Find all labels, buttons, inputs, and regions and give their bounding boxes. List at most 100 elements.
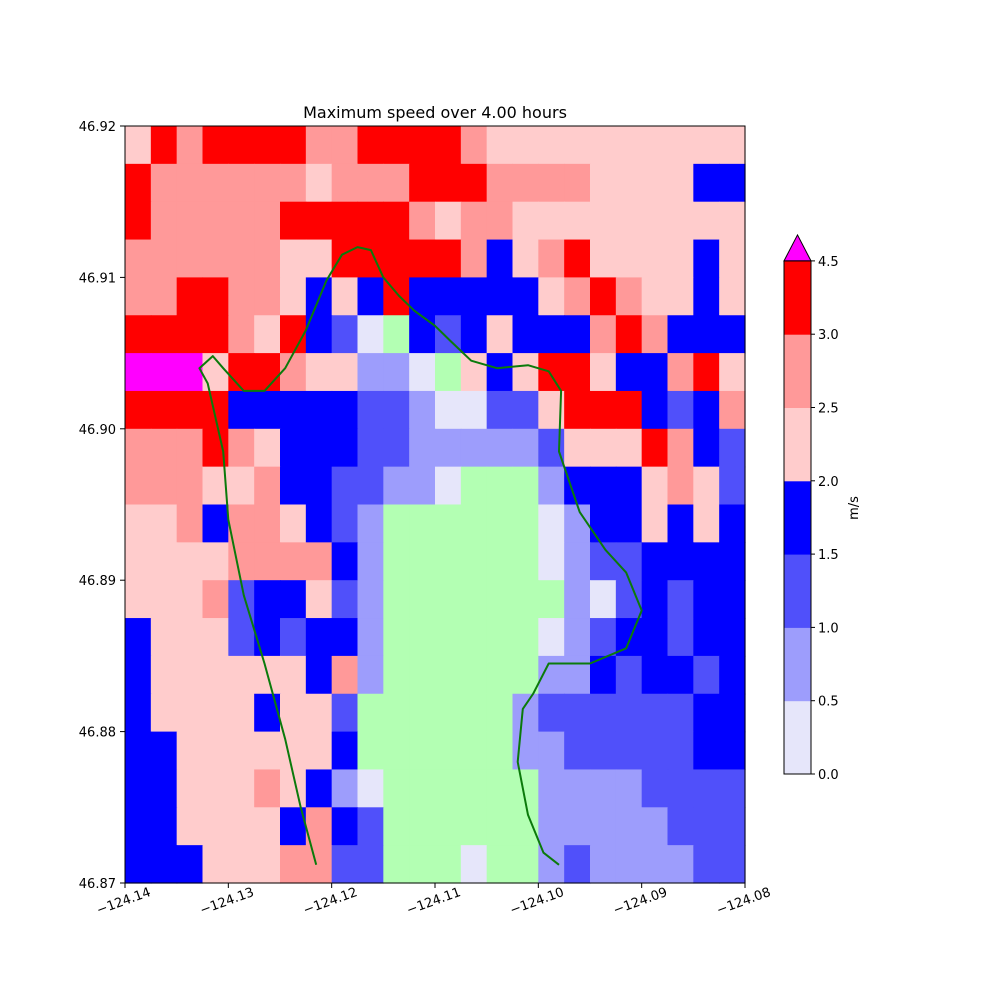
heatmap-cell [435,580,462,619]
heatmap-cell [538,542,565,581]
heatmap-cell [590,277,617,316]
heatmap-cell [228,390,255,430]
y-tick-label: 46.87 [79,877,116,892]
heatmap-cell [615,580,643,619]
heatmap-cell [254,504,281,543]
heatmap-cell [305,466,333,506]
heatmap-cell [641,693,669,733]
heatmap-cell [409,693,436,733]
heatmap-cell [357,769,384,808]
heatmap-cell [228,277,255,316]
heatmap-cell [435,466,462,506]
heatmap-cell [486,466,514,506]
heatmap-cell [280,466,307,506]
heatmap-cell [460,504,488,543]
heatmap-cell [280,618,307,657]
heatmap-cell [719,239,746,278]
heatmap-cell [176,163,204,203]
heatmap-cell [202,618,229,657]
heatmap-cell [460,655,488,695]
heatmap-cell [486,580,514,619]
heatmap-cell [305,239,333,278]
heatmap-cell [538,618,565,657]
heatmap-cell [615,126,643,165]
heatmap-cell [357,618,384,657]
heatmap-cell [512,580,539,619]
colorbar-tick-label: 2.0 [818,475,839,490]
heatmap-cell [590,580,617,619]
heatmap-cell [150,731,178,771]
heatmap-cell [719,428,746,468]
heatmap-cell [538,428,565,468]
heatmap-cell [641,126,669,165]
heatmap-cell [409,504,436,543]
heatmap-cell [719,504,746,543]
heatmap-cell [460,315,488,354]
heatmap-cell [641,655,669,695]
heatmap-cell [176,504,204,543]
heatmap-cell [125,807,152,846]
heatmap-cell [150,504,178,543]
heatmap-cell [693,315,720,354]
heatmap-cell [202,504,229,543]
heatmap-cell [357,693,384,733]
heatmap-cell [564,618,591,657]
heatmap-cell [150,580,178,619]
heatmap-cell [564,655,591,695]
heatmap-cell [435,390,462,430]
heatmap-cell [538,353,565,392]
heatmap-cell [280,390,307,430]
heatmap-cell [486,542,514,581]
heatmap-cell [460,428,488,468]
heatmap-cell [590,807,617,846]
heatmap-cell [357,201,384,241]
heatmap-cell [460,845,488,884]
heatmap-cell [564,769,591,808]
heatmap-cell [667,277,694,316]
heatmap-cell [512,542,539,581]
heatmap-cell [538,731,565,771]
heatmap-cell [512,655,539,695]
heatmap-cell [564,239,591,278]
heatmap-cell [693,731,720,771]
heatmap-cell [176,580,204,619]
heatmap-cell [538,277,565,316]
colorbar-bin [784,334,811,408]
heatmap-cell [615,201,643,241]
x-tick-label: −124.11 [405,885,463,918]
heatmap-cells [125,126,746,884]
heatmap-cell [254,239,281,278]
colorbar-tick-label: 1.0 [818,621,839,636]
heatmap-cell [486,731,514,771]
heatmap-cell [125,769,152,808]
x-tick-label: −124.09 [611,885,669,918]
heatmap-cell [641,315,669,354]
heatmap-cell [512,428,539,468]
heatmap-cell [125,693,152,733]
heatmap-cell [202,731,229,771]
heatmap-cell [150,618,178,657]
colorbar-tick-label: 0.5 [818,695,839,710]
heatmap-cell [280,693,307,733]
heatmap-cell [228,693,255,733]
heatmap-cell [254,807,281,846]
y-axis: 46.87 46.88 46.89 46.90 46.91 46.92 [79,120,125,892]
heatmap-cell [357,390,384,430]
y-tick-label: 46.89 [79,574,116,589]
heatmap-cell [667,239,694,278]
heatmap-cell [460,693,488,733]
heatmap-cell [125,353,152,392]
heatmap-cell [254,769,281,808]
heatmap-cell [357,466,384,506]
heatmap-cell [564,390,591,430]
heatmap-cell [176,201,204,241]
heatmap-cell [383,466,410,506]
x-axis: −124.14 −124.13 −124.12 −124.11 −124.10 −124.… [95,883,773,918]
heatmap-cell [383,618,410,657]
heatmap-cell [331,390,359,430]
heatmap-cell [667,580,694,619]
heatmap-cell [538,769,565,808]
heatmap-cell [667,845,694,884]
heatmap-cell [667,807,694,846]
heatmap-cell [280,542,307,581]
